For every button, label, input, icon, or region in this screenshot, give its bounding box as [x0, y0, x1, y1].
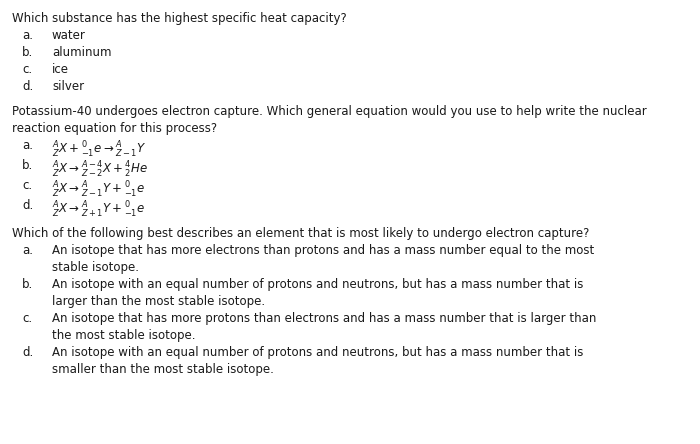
Text: aluminum: aluminum [52, 46, 111, 59]
Text: water: water [52, 29, 86, 42]
Text: larger than the most stable isotope.: larger than the most stable isotope. [52, 295, 265, 308]
Text: c.: c. [22, 179, 32, 192]
Text: An isotope that has more protons than electrons and has a mass number that is la: An isotope that has more protons than el… [52, 312, 596, 325]
Text: $^{A}_{Z}X+^{0}_{-1}e \rightarrow ^{A}_{Z-1}Y$: $^{A}_{Z}X+^{0}_{-1}e \rightarrow ^{A}_{… [52, 140, 146, 160]
Text: silver: silver [52, 80, 84, 93]
Text: stable isotope.: stable isotope. [52, 261, 139, 274]
Text: b.: b. [22, 46, 34, 59]
Text: An isotope with an equal number of protons and neutrons, but has a mass number t: An isotope with an equal number of proto… [52, 278, 583, 291]
Text: An isotope with an equal number of protons and neutrons, but has a mass number t: An isotope with an equal number of proto… [52, 346, 583, 359]
Text: a.: a. [22, 29, 33, 42]
Text: smaller than the most stable isotope.: smaller than the most stable isotope. [52, 363, 274, 376]
Text: a.: a. [22, 244, 33, 257]
Text: b.: b. [22, 278, 34, 291]
Text: $^{A}_{Z}X \rightarrow ^{A-4}_{Z-2}X+^{4}_{2}He$: $^{A}_{Z}X \rightarrow ^{A-4}_{Z-2}X+^{4… [52, 160, 148, 180]
Text: d.: d. [22, 80, 34, 93]
Text: An isotope that has more electrons than protons and has a mass number equal to t: An isotope that has more electrons than … [52, 244, 594, 257]
Text: reaction equation for this process?: reaction equation for this process? [12, 122, 217, 135]
Text: Potassium-40 undergoes electron capture. Which general equation would you use to: Potassium-40 undergoes electron capture.… [12, 105, 647, 118]
Text: b.: b. [22, 159, 34, 172]
Text: c.: c. [22, 312, 32, 325]
Text: a.: a. [22, 139, 33, 152]
Text: d.: d. [22, 346, 34, 359]
Text: Which of the following best describes an element that is most likely to undergo : Which of the following best describes an… [12, 227, 589, 240]
Text: the most stable isotope.: the most stable isotope. [52, 329, 195, 342]
Text: Which substance has the highest specific heat capacity?: Which substance has the highest specific… [12, 12, 346, 25]
Text: d.: d. [22, 199, 34, 212]
Text: $^{A}_{Z}X \rightarrow ^{A}_{Z-1}Y+^{0}_{-1}e$: $^{A}_{Z}X \rightarrow ^{A}_{Z-1}Y+^{0}_… [52, 180, 145, 200]
Text: c.: c. [22, 63, 32, 76]
Text: $^{A}_{Z}X \rightarrow ^{A}_{Z+1}Y+^{0}_{-1}e$: $^{A}_{Z}X \rightarrow ^{A}_{Z+1}Y+^{0}_… [52, 200, 145, 220]
Text: ice: ice [52, 63, 69, 76]
